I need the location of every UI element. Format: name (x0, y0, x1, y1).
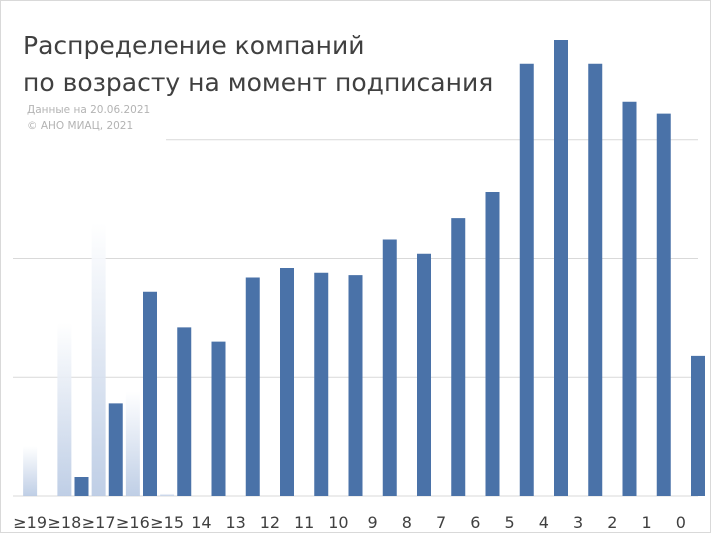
bar-2 (622, 101, 637, 496)
x-tick-label: 13 (225, 513, 245, 532)
bars (74, 40, 705, 496)
x-tick-label: 10 (328, 513, 348, 532)
x-tick-label: 1 (642, 513, 652, 532)
x-tick-label: 8 (402, 513, 412, 532)
bar-0 (691, 355, 705, 496)
bar-11 (314, 272, 329, 496)
bar-12 (280, 268, 294, 496)
bar-7 (451, 218, 466, 496)
x-tick-label: 9 (368, 513, 378, 532)
bar-≥15 (177, 327, 192, 496)
x-tick-label: 12 (260, 513, 280, 532)
watermark-bar (91, 222, 106, 496)
bar-3 (588, 63, 603, 496)
bar-14 (211, 341, 226, 496)
bar-1 (656, 113, 671, 496)
chart-title-line-2: по возрасту на момент подписания (23, 68, 494, 97)
bar-≥16 (143, 291, 157, 496)
chart-title: Распределение компаний по возрасту на мо… (23, 27, 493, 101)
x-tick-label: 11 (294, 513, 314, 532)
bar-≥18 (74, 477, 89, 496)
x-tick-label: ≥19 (13, 513, 47, 532)
watermark-bar (23, 446, 38, 496)
x-tick-label: 5 (505, 513, 515, 532)
bar-5 (519, 63, 534, 496)
watermark-bar (57, 322, 72, 496)
bar-8 (417, 253, 431, 496)
x-tick-label: 7 (436, 513, 446, 532)
x-tick-label: 14 (191, 513, 211, 532)
x-tick-label: 0 (676, 513, 686, 532)
x-tick-label: ≥15 (150, 513, 184, 532)
bar-≥17 (108, 403, 123, 496)
bar-6 (485, 192, 500, 496)
x-tick-label: 2 (607, 513, 617, 532)
x-tick-label: ≥16 (116, 513, 150, 532)
watermark-logo (23, 222, 175, 496)
bar-4 (554, 40, 568, 496)
copyright-note: © АНО МИАЦ, 2021 (27, 120, 134, 132)
bar-13 (245, 277, 260, 496)
watermark-bar (160, 493, 175, 496)
x-tick-label: ≥18 (47, 513, 81, 532)
x-tick-label: ≥17 (82, 513, 116, 532)
x-tick-label: 3 (573, 513, 583, 532)
chart-title-line-1: Распределение компаний (23, 31, 365, 60)
data-date-note: Данные на 20.06.2021 (27, 104, 151, 116)
bar-10 (348, 275, 363, 496)
bar-9 (382, 239, 397, 496)
x-tick-label: 4 (539, 513, 549, 532)
x-tick-label: 6 (470, 513, 480, 532)
watermark-bar (125, 391, 140, 496)
chart-notes: Данные на 20.06.2021 © АНО МИАЦ, 2021 (27, 102, 150, 134)
x-tick-labels: ≥19 ≥18 ≥17 ≥16 ≥15 14 13 12 11 10 9 8 7 6 5 4 3 2 1 0 (13, 513, 686, 532)
